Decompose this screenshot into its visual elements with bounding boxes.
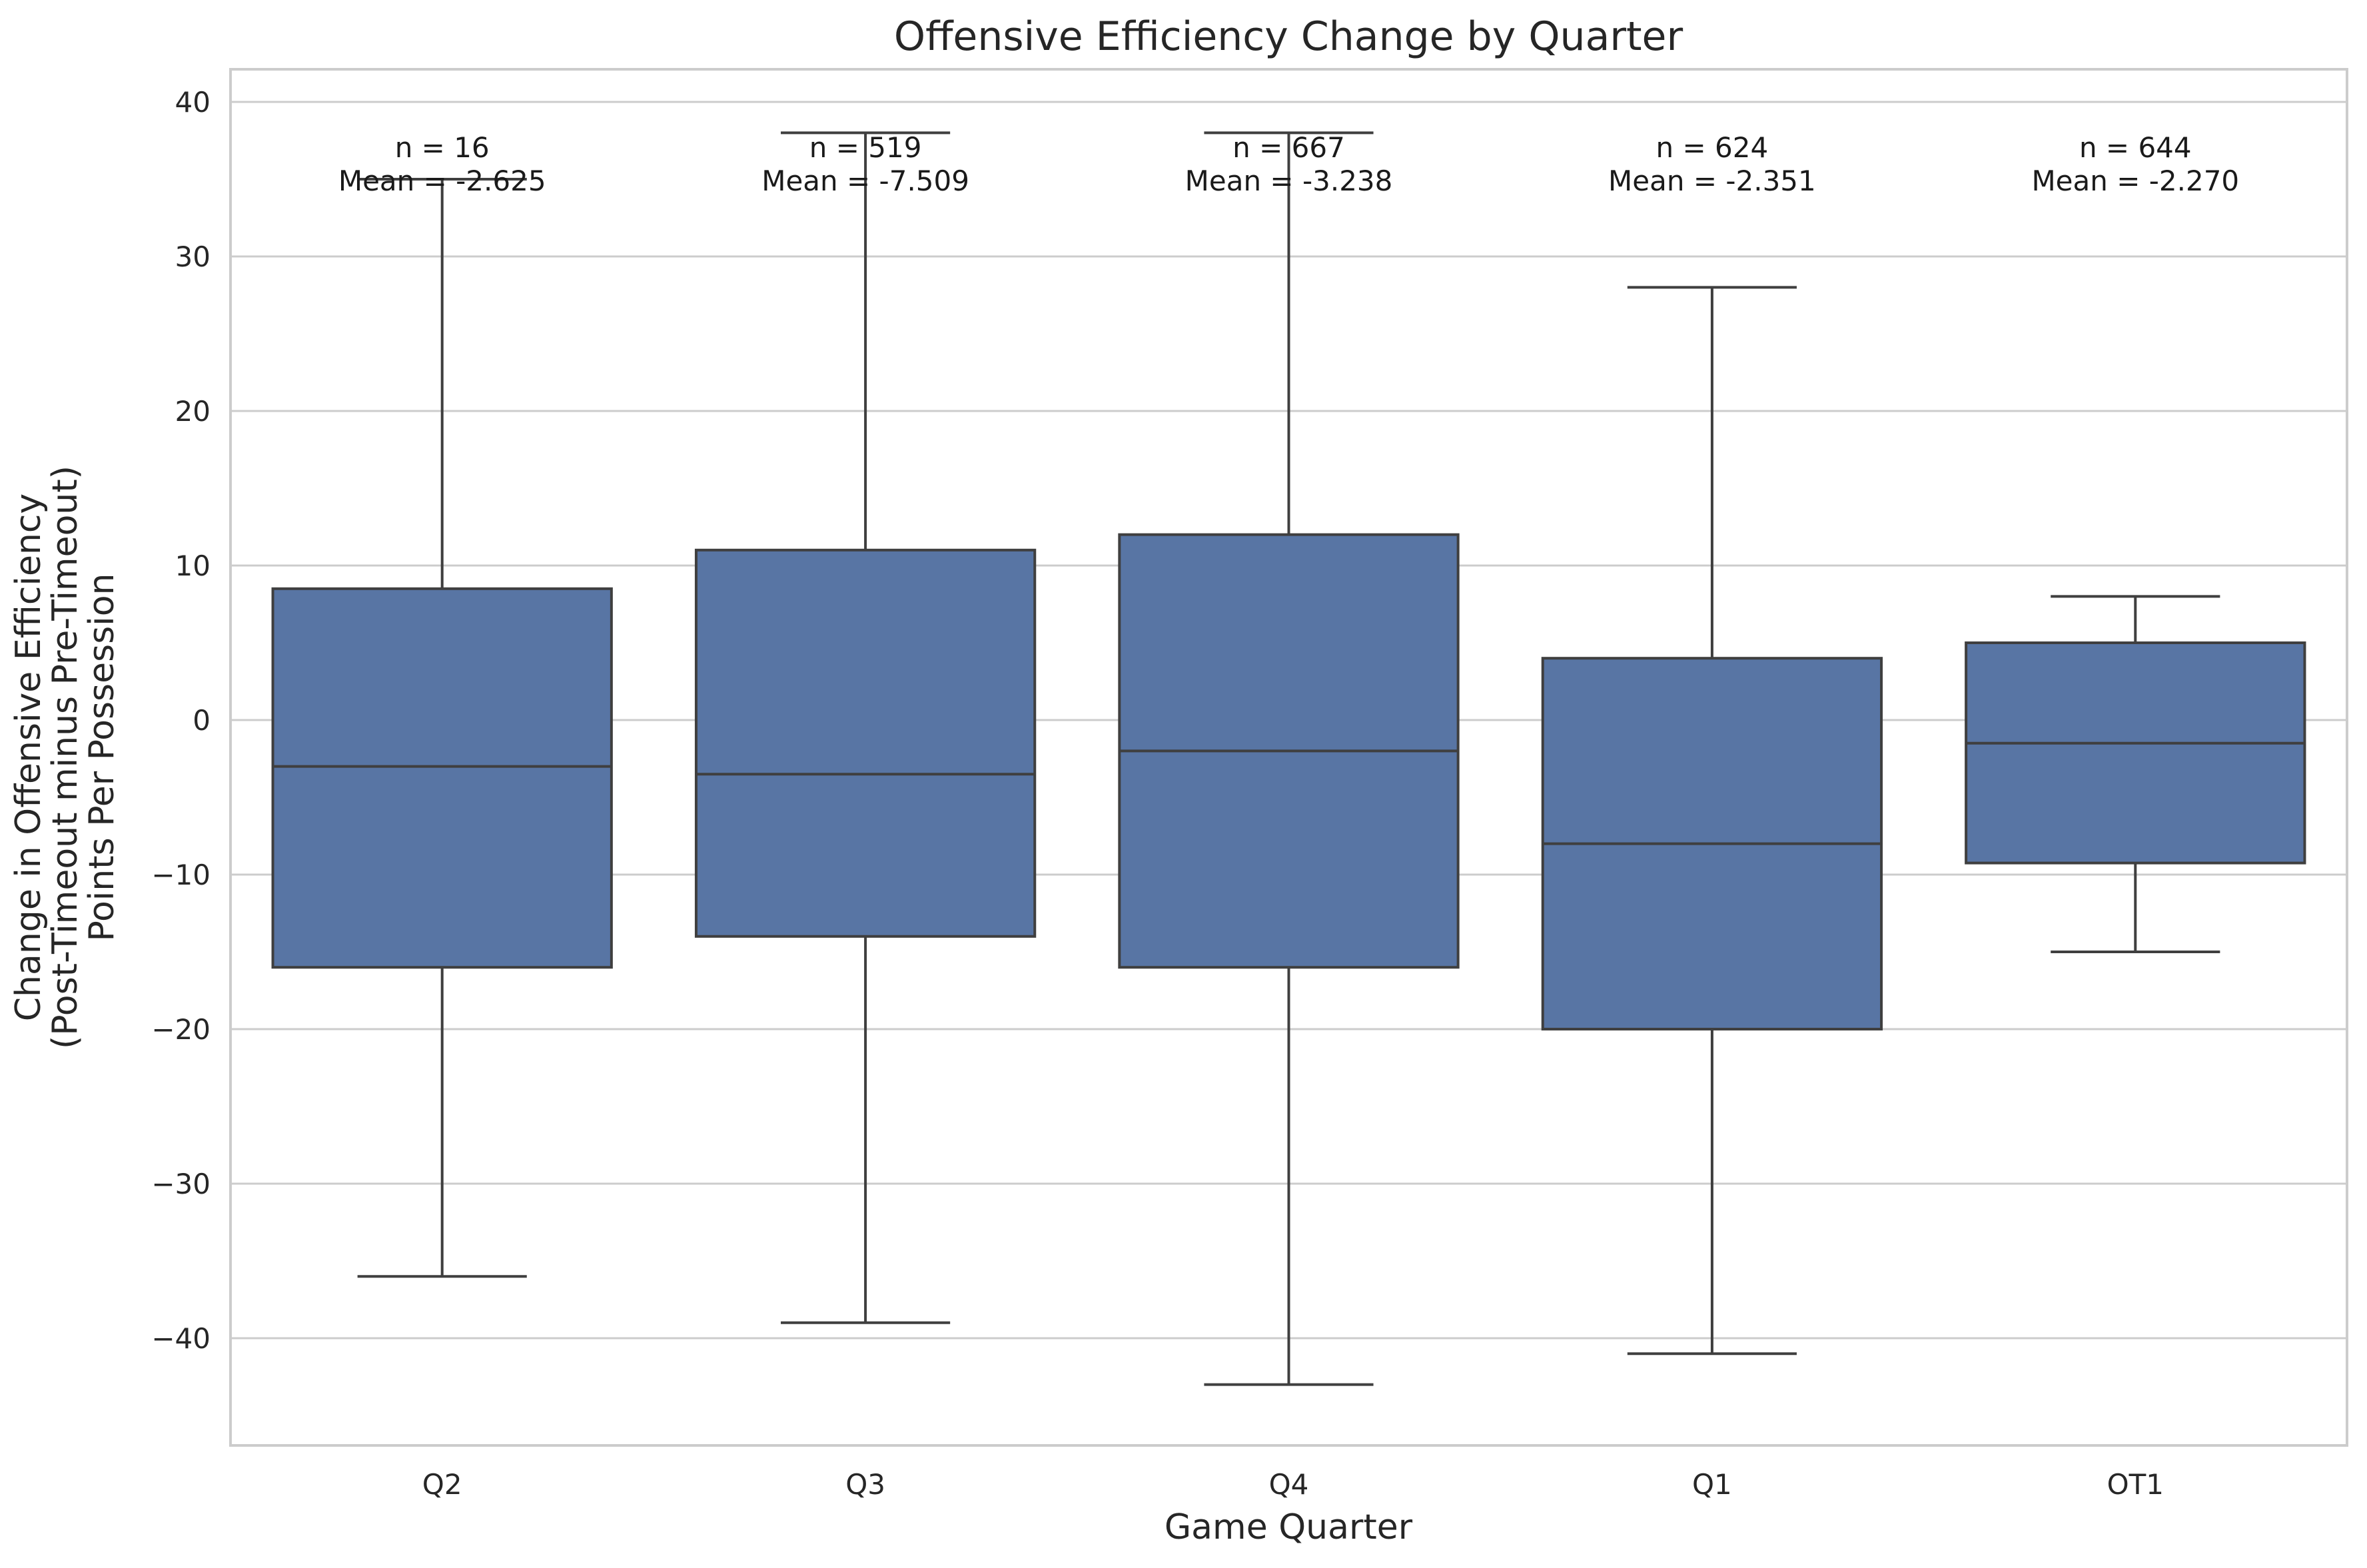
iqr-box bbox=[271, 587, 613, 969]
x-tick-labels: Q2 Q3 Q4 Q1 OT1 bbox=[422, 1468, 2164, 1501]
mean-annotation-q3: Mean = -7.509 bbox=[761, 165, 969, 197]
n-annotation-q2: n = 16 bbox=[395, 131, 490, 164]
x-axis-label: Game Quarter bbox=[1165, 1507, 1413, 1547]
y-tick-label: −10 bbox=[151, 859, 211, 891]
n-annotation-ot1: n = 644 bbox=[2079, 131, 2192, 164]
x-tick-label-q1: Q1 bbox=[1692, 1468, 1732, 1501]
n-annotation-q3: n = 519 bbox=[809, 131, 922, 164]
mean-annotation-q1: Mean = -2.351 bbox=[1608, 165, 1816, 197]
box-q3 bbox=[694, 131, 1037, 1324]
y-tick-label: 40 bbox=[175, 86, 211, 119]
mean-annotation-q2: Mean = -2.625 bbox=[338, 165, 546, 197]
iqr-box bbox=[694, 548, 1037, 938]
y-axis-label-line-1: Change in Offensive Efficiency bbox=[9, 494, 49, 1022]
chart-title: Offensive Efficiency Change by Quarter bbox=[894, 13, 1683, 60]
box-q4 bbox=[1118, 131, 1460, 1386]
mean-annotation-q4: Mean = -3.238 bbox=[1185, 165, 1393, 197]
plot-frame bbox=[229, 68, 2348, 1447]
x-tick-label-ot1: OT1 bbox=[2107, 1468, 2164, 1501]
mean-annotation-ot1: Mean = -2.270 bbox=[2031, 165, 2239, 197]
y-tick-label: −30 bbox=[151, 1168, 211, 1200]
y-tick-label: 30 bbox=[175, 240, 211, 273]
n-annotation-q1: n = 624 bbox=[1656, 131, 1769, 164]
y-axis-label: Change in Offensive Efficiency (Post-Tim… bbox=[9, 466, 122, 1049]
y-axis-label-line-3: Points Per Possession bbox=[82, 573, 122, 941]
box-ot1 bbox=[1965, 595, 2306, 953]
x-tick-label-q3: Q3 bbox=[845, 1468, 885, 1501]
y-tick-label: −20 bbox=[151, 1013, 211, 1046]
y-tick-label: −40 bbox=[151, 1322, 211, 1355]
y-tick-label: 20 bbox=[175, 395, 211, 428]
n-annotation-q4: n = 667 bbox=[1232, 131, 1345, 164]
box-q2 bbox=[271, 178, 613, 1278]
iqr-box bbox=[1965, 641, 2306, 865]
boxes bbox=[271, 131, 2306, 1386]
y-axis-label-line-2: (Post-Timeout minus Pre-Timeout) bbox=[45, 466, 85, 1049]
y-tick-label: 10 bbox=[175, 550, 211, 582]
x-tick-label-q4: Q4 bbox=[1269, 1468, 1309, 1501]
y-tick-labels: −40 −30 −20 −10 0 10 20 30 40 bbox=[151, 86, 211, 1355]
y-tick-label: 0 bbox=[193, 704, 211, 737]
x-tick-label-q2: Q2 bbox=[422, 1468, 462, 1501]
box-q1 bbox=[1541, 286, 1883, 1356]
